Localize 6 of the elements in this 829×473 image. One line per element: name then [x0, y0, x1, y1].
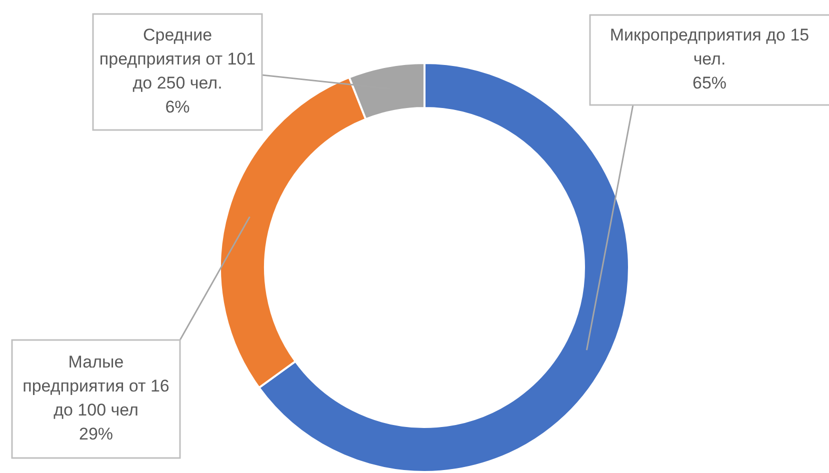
data-label: 65% [692, 74, 727, 93]
slice-label: Микропредприятия до 15 чел. [610, 26, 810, 69]
data-label: 6% [165, 98, 190, 117]
slice-label: Малые предприятия от 16 до 100 чел [22, 352, 170, 420]
slice-label: Средние предприятия от 101 до 250 чел. [99, 26, 256, 93]
data-label: 29% [78, 424, 114, 444]
